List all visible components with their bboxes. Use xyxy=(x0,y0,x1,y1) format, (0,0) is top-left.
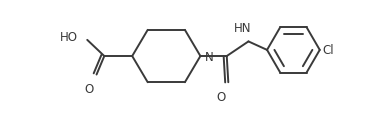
Text: O: O xyxy=(216,90,225,103)
Text: O: O xyxy=(84,82,94,95)
Text: N: N xyxy=(205,50,214,63)
Text: Cl: Cl xyxy=(323,44,334,57)
Text: HO: HO xyxy=(60,30,78,43)
Text: HN: HN xyxy=(234,22,251,35)
